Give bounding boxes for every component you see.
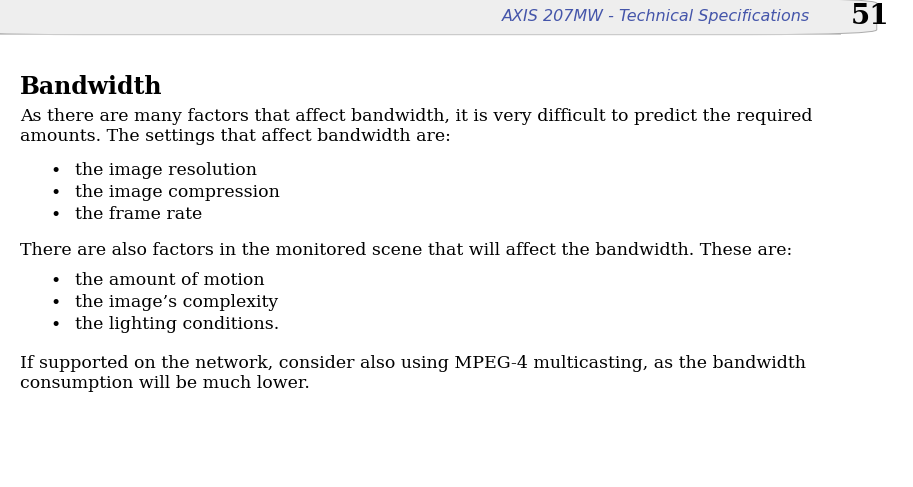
Text: amounts. The settings that affect bandwidth are:: amounts. The settings that affect bandwi… (20, 128, 451, 145)
Text: •: • (50, 206, 60, 224)
FancyBboxPatch shape (0, 0, 876, 35)
Text: the amount of motion: the amount of motion (75, 272, 265, 289)
Text: AXIS 207MW - Technical Specifications: AXIS 207MW - Technical Specifications (502, 9, 810, 24)
Text: If supported on the network, consider also using MPEG-4 multicasting, as the ban: If supported on the network, consider al… (20, 355, 806, 372)
Text: the image resolution: the image resolution (75, 162, 257, 179)
Text: •: • (50, 162, 60, 180)
Text: consumption will be much lower.: consumption will be much lower. (20, 375, 310, 392)
Text: •: • (50, 184, 60, 202)
Text: •: • (50, 294, 60, 312)
Text: the image compression: the image compression (75, 184, 280, 201)
Text: 51: 51 (851, 3, 889, 30)
Text: •: • (50, 272, 60, 290)
Text: As there are many factors that affect bandwidth, it is very difficult to predict: As there are many factors that affect ba… (20, 108, 813, 125)
Text: the frame rate: the frame rate (75, 206, 203, 223)
Text: Bandwidth: Bandwidth (20, 75, 163, 99)
Text: There are also factors in the monitored scene that will affect the bandwidth. Th: There are also factors in the monitored … (20, 242, 792, 259)
Text: the lighting conditions.: the lighting conditions. (75, 316, 279, 333)
Text: •: • (50, 316, 60, 334)
Text: the image’s complexity: the image’s complexity (75, 294, 278, 311)
